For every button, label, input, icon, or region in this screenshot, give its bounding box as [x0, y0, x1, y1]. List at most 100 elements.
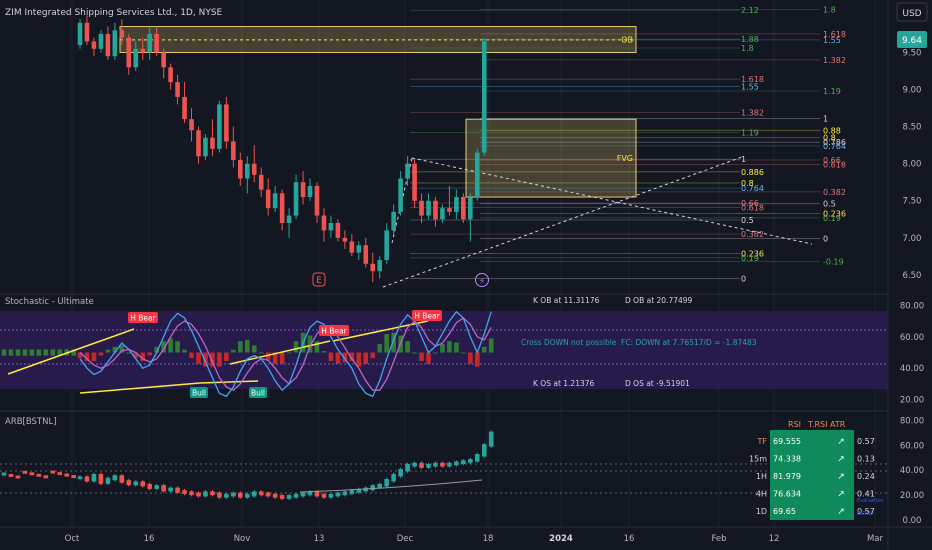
lightning-icon: ⚡ — [479, 277, 485, 287]
badge-h-bear-3: H Bear — [412, 310, 442, 321]
stoch-hist-bar — [307, 335, 313, 353]
time-tick: 16 — [144, 534, 155, 544]
arb-candle — [405, 464, 410, 472]
candle-body — [468, 197, 473, 220]
candle-body — [119, 30, 125, 38]
time-tick: 16 — [624, 534, 635, 544]
stoch-k-os: K OS at 1.21376 — [533, 379, 595, 388]
table-rsi: 76.634 — [773, 490, 801, 499]
stoch-hist-bar — [36, 349, 42, 356]
arb-candle — [15, 475, 21, 479]
arb-candle — [1, 472, 7, 476]
candle-body — [405, 163, 410, 179]
time-tick: 2024 — [549, 534, 573, 544]
stoch-hist-bar — [447, 341, 452, 353]
stoch-hist-bar — [140, 352, 146, 361]
candle-body — [335, 222, 341, 238]
time-tick: 13 — [314, 534, 325, 544]
candle-body — [175, 82, 180, 97]
trend-up-icon: ↗ — [837, 437, 845, 447]
badge-h-bear-1: H Bear — [128, 312, 158, 323]
candle-body — [244, 163, 250, 179]
projection-line-3 — [382, 156, 743, 288]
divergence-line-1 — [7, 328, 135, 375]
arb-candle — [419, 462, 424, 468]
price-tick: 6.50 — [903, 271, 922, 281]
arb-price-axis[interactable]: 80.00 60.00 40.00 20.00 0.00 — [900, 416, 924, 526]
last-price-value: 9.64 — [902, 36, 922, 46]
stoch-title[interactable]: Stochastic - Ultimate — [5, 297, 94, 307]
earnings-marker[interactable]: E — [312, 272, 326, 287]
stoch-hist-bar — [461, 352, 466, 354]
dividend-marker[interactable]: ⚡ — [475, 273, 489, 288]
fib-label: 0.764 — [741, 184, 764, 193]
stoch-hist-bar — [238, 341, 243, 353]
arb-title[interactable]: ARB[BSTNL] — [5, 417, 57, 427]
stoch-hist-bar — [251, 345, 257, 353]
time-tick: Mar — [867, 534, 884, 544]
candle-body — [265, 189, 271, 209]
candle-body — [307, 185, 313, 198]
price-tick: 9.00 — [903, 86, 922, 96]
arb-candle — [71, 475, 76, 479]
stoch-hist-bar — [84, 352, 90, 361]
candle-body — [370, 263, 376, 272]
candle-body — [440, 208, 445, 220]
stoch-hist-bar — [405, 341, 410, 353]
time-tick: 18 — [483, 534, 494, 544]
rsi-table: RSI T.RSI ATR TF 69.555 ↗ 0.57 15m 74.338 ↗ 0.1… — [749, 420, 875, 520]
table-rsi: 74.338 — [773, 455, 801, 464]
arb-candles — [1, 430, 494, 501]
zones-layer: OB FVG — [119, 26, 637, 198]
table-tf: 15m — [749, 455, 767, 464]
stoch-hist-bar — [265, 352, 271, 360]
stoch-hist-bar — [335, 352, 341, 364]
candle-body — [210, 137, 215, 149]
main-price-axis[interactable]: 9.50 9.00 8.50 8.00 7.50 7.00 6.50 — [903, 48, 922, 280]
candle-body — [189, 119, 194, 131]
stoch-hist-bar — [363, 352, 369, 364]
fib-label: 1.382 — [823, 56, 846, 65]
candle-body — [182, 96, 187, 120]
candle-body — [203, 137, 208, 157]
currency-button[interactable]: USD — [896, 2, 928, 22]
candle-body — [481, 41, 487, 153]
candle-body — [474, 152, 480, 198]
stoch-hist-bar — [168, 338, 173, 353]
stoch-hist-bar — [356, 352, 362, 367]
symbol-title[interactable]: ZIM Integrated Shipping Services Ltd., 1… — [5, 8, 223, 18]
candle-body — [279, 193, 285, 223]
candle-body — [231, 141, 236, 160]
arb-candle — [244, 493, 250, 498]
badge-h-bear-2: H Bear — [319, 325, 349, 336]
fib-label: 0.8 — [823, 134, 836, 143]
stoch-hist-bar — [272, 352, 278, 364]
candle-body — [342, 237, 348, 242]
stoch-hist-bar — [454, 342, 459, 353]
arb-candle — [29, 472, 35, 476]
fib-label: 1 — [741, 155, 746, 164]
candle-body — [300, 182, 306, 198]
arb-tick: 0.00 — [903, 516, 922, 526]
rsi-column-bg — [770, 430, 828, 520]
arb-candle — [98, 473, 104, 484]
stoch-cross-note: Cross DOWN not possible — [521, 338, 617, 347]
candle-body — [377, 260, 383, 272]
arb-candle — [119, 475, 125, 483]
fib-label: 0.88 — [823, 126, 841, 135]
stoch-hist-bar — [147, 352, 152, 356]
stoch-price-axis[interactable]: 80.00 60.00 40.00 20.00 — [900, 301, 924, 405]
zone-label: FVG — [617, 154, 633, 163]
fib-label: 0.19 — [741, 254, 759, 263]
zone-fvg[interactable] — [465, 118, 637, 198]
fib-label: 1.618 — [741, 75, 764, 84]
fib-label: 1.19 — [823, 87, 841, 96]
table-atr: 0.41 — [857, 490, 875, 499]
fib-label: 1.382 — [741, 109, 764, 118]
arb-candle — [384, 478, 389, 487]
candle-body — [168, 67, 173, 83]
candle-body — [412, 163, 417, 201]
candle-body — [286, 215, 292, 223]
arb-candle — [224, 493, 229, 498]
time-axis[interactable]: Oct 16 Nov 13 Dec 18 2024 16 Feb 12 Mar — [65, 534, 884, 544]
